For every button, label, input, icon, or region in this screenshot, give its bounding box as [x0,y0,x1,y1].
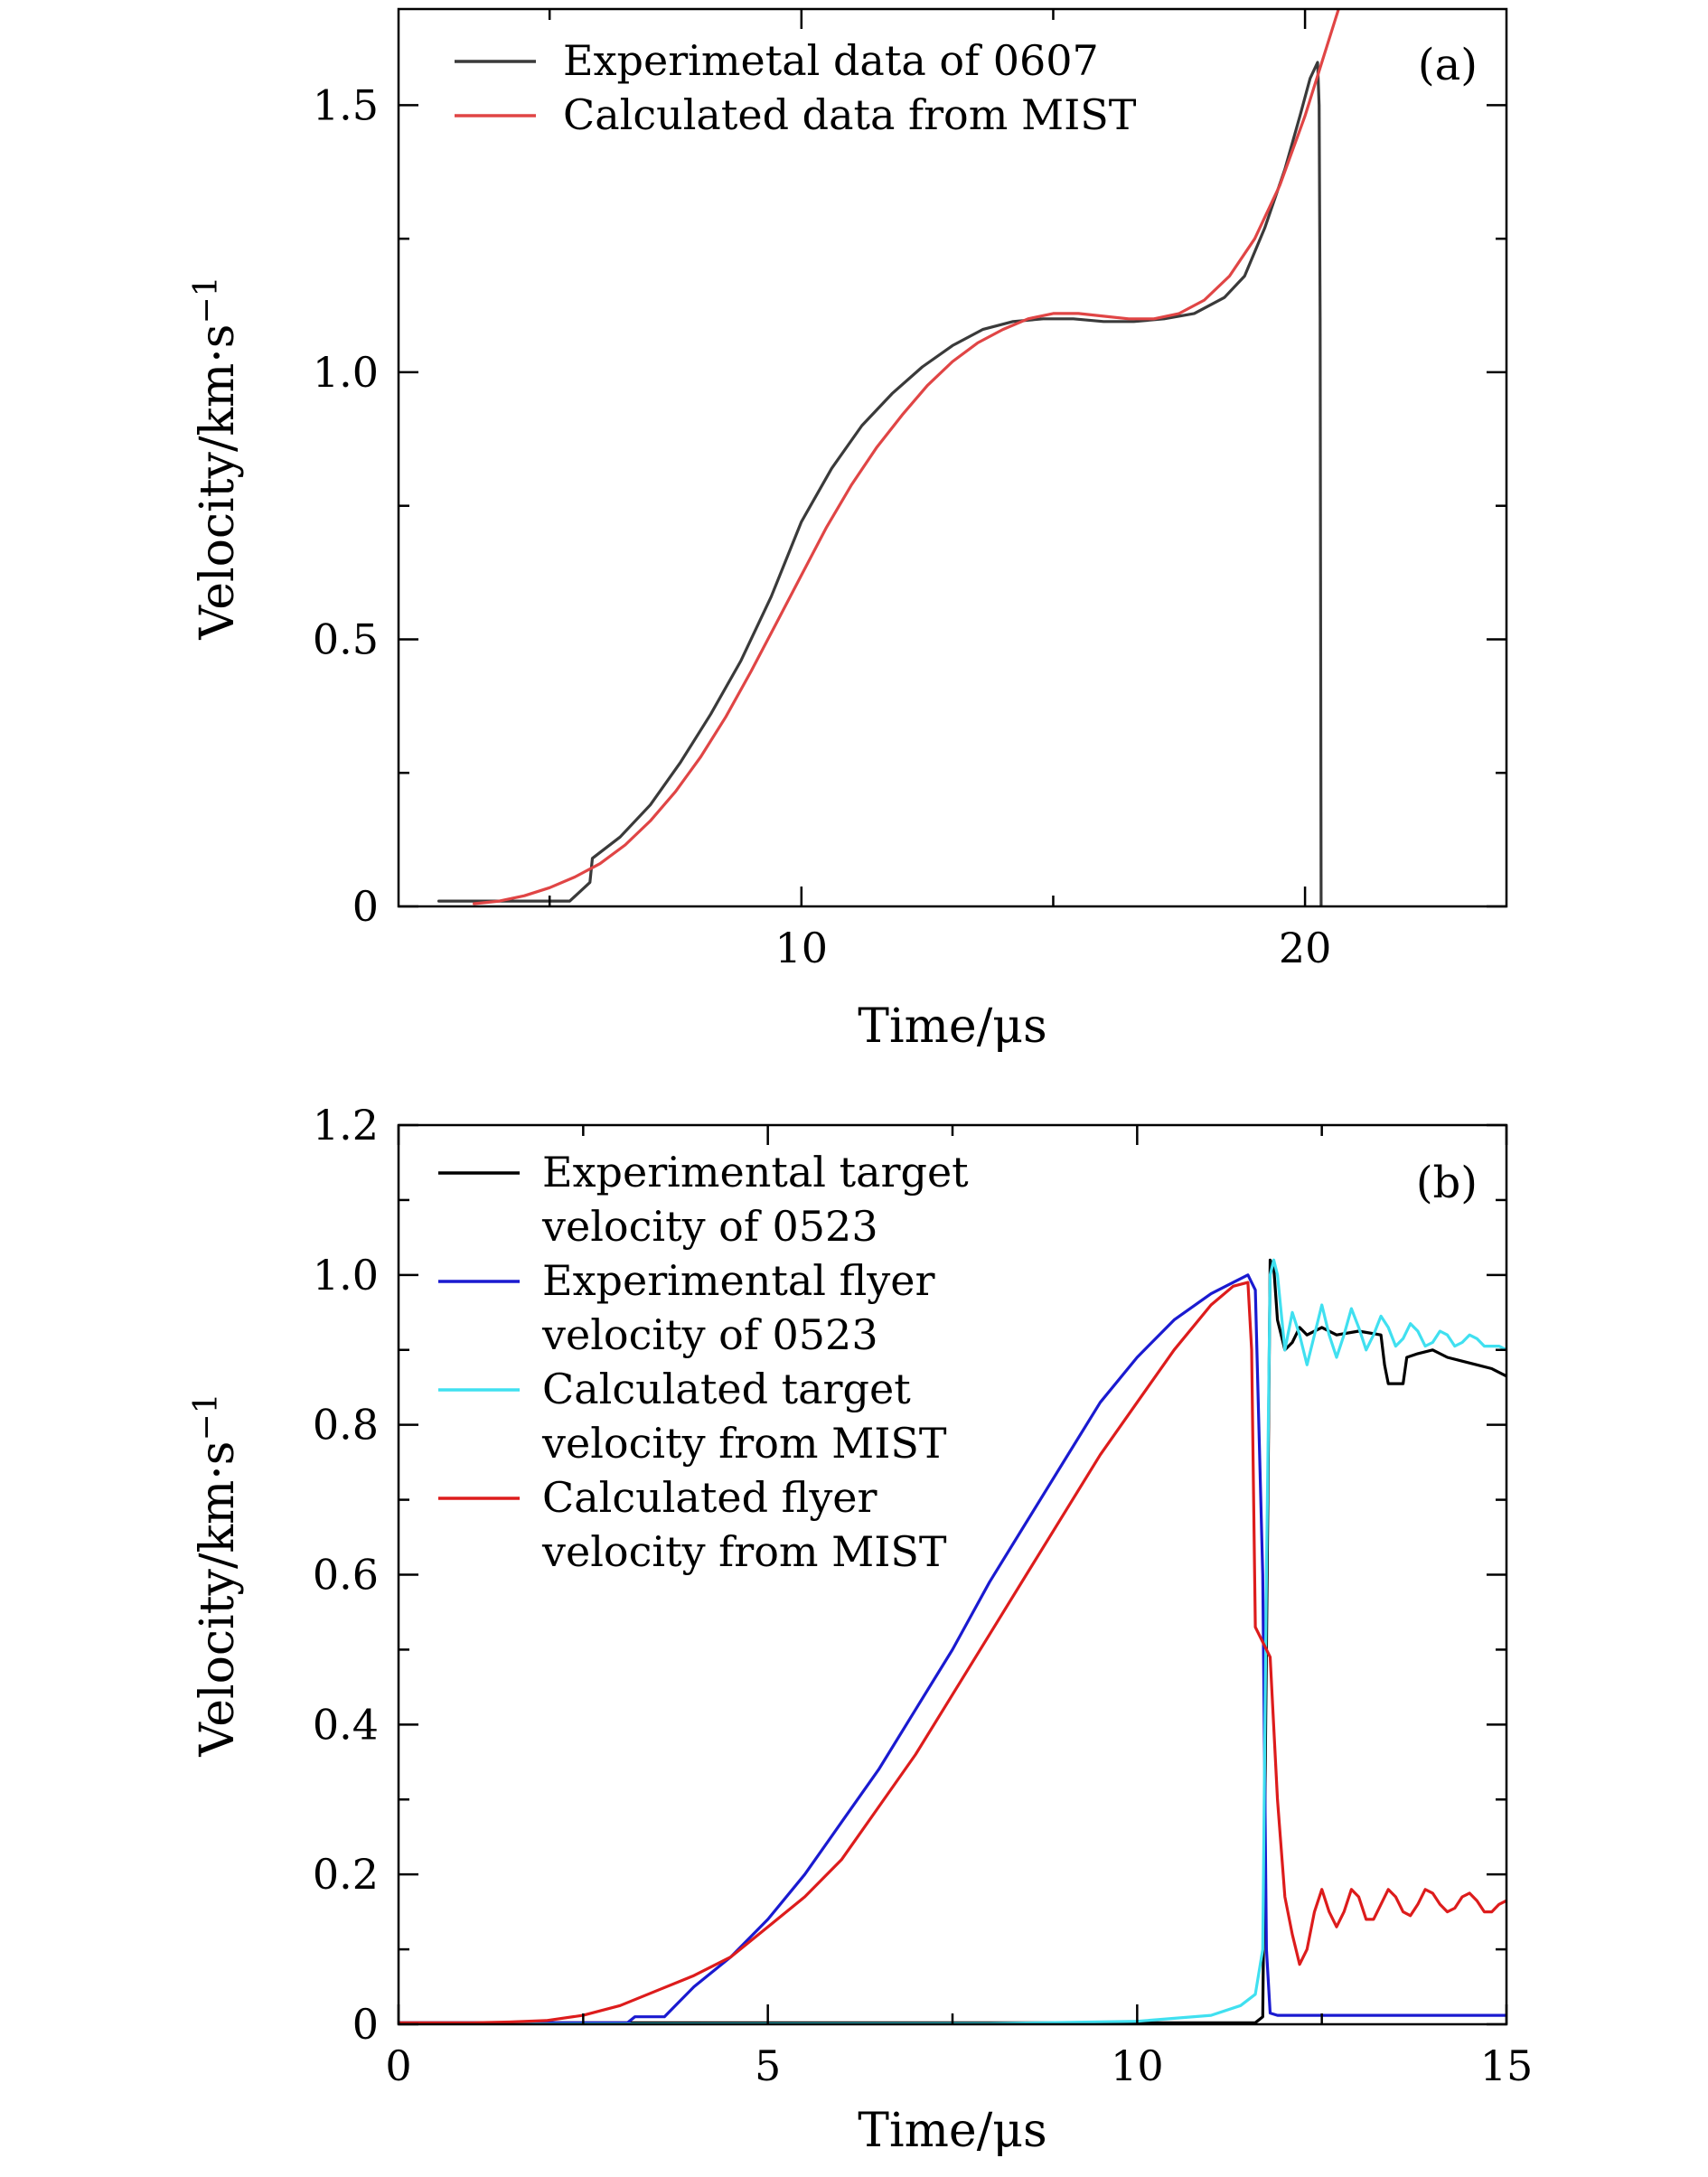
x-tick-label: 10 [1111,2041,1164,2090]
y-tick-label: 0.4 [313,1700,379,1749]
y-tick-label: 0.2 [313,1850,379,1899]
y-tick-label: 0.5 [313,615,379,663]
panel-label: (a) [1418,40,1478,90]
legend-label-1: Experimetal data of 0607 [563,36,1099,85]
y-tick-label: 1.2 [313,1101,379,1149]
x-tick-label: 20 [1279,924,1332,972]
y-axis-title: Velocity/km·s−1 [188,276,245,640]
panel-b: 0 5 10 15 0 0.2 0.4 0.6 0.8 1.0 1.2 Time/μs Velocity… [188,1101,1533,2158]
legend-label-3: Calculated target velocity from MIST [541,1365,947,1468]
plot-frame [397,7,1508,908]
series-line-2 [399,1273,1506,2024]
y-tick-label: 1.0 [313,1251,379,1300]
y-tick-label: 0 [352,2000,379,2049]
panel-a: 10 20 0 0.5 1.0 1.5 Time/μs Velocity/km·s−1 (a) E… [188,7,1508,1054]
legend-label-4: Calculated flyer velocity from MIST [541,1473,947,1576]
y-tick-label: 0.8 [313,1401,379,1450]
x-tick-label: 10 [775,924,829,972]
x-tick-label: 15 [1480,2041,1534,2090]
y-tick-label: 0 [352,882,379,931]
x-axis-title: Time/μs [858,999,1046,1054]
y-tick-label: 1.0 [313,348,379,397]
panel-label: (b) [1416,1158,1478,1208]
legend-label-2: Calculated data from MIST [563,90,1137,139]
x-tick-label: 5 [755,2041,781,2090]
x-tick-label: 0 [385,2041,411,2090]
series-line-1 [437,61,1323,906]
y-axis-title: Velocity/km·s−1 [188,1393,245,1757]
legend-label-2: Experimental flyer velocity of 0523 [541,1256,934,1359]
series-line-3 [399,1258,1506,2024]
y-tick-label: 0.6 [313,1551,379,1600]
legend-label-1: Experimental target velocity of 0523 [541,1148,969,1251]
series-line-2 [473,9,1340,906]
x-axis-title: Time/μs [858,2104,1046,2158]
y-tick-label: 1.5 [313,80,379,129]
series-line-4 [399,1281,1506,2024]
